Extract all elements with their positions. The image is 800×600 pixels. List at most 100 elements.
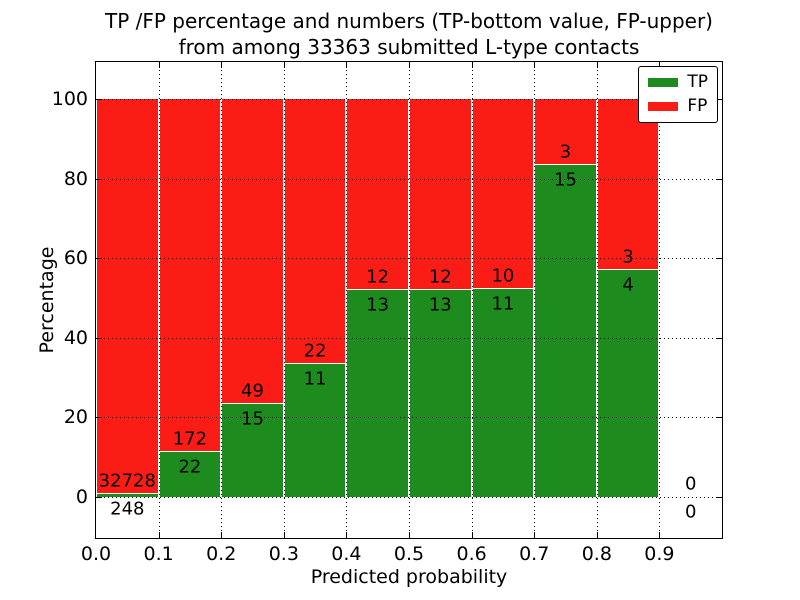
x-tick-top (409, 62, 410, 68)
x-tick-label: 0.2 (206, 543, 237, 565)
fp-count-label-7: 3 (559, 141, 572, 163)
bar-segment-tp-5 (410, 290, 471, 497)
fp-count-label-8: 3 (622, 246, 634, 268)
x-tick-bottom (283, 532, 285, 538)
bar-segment-tp-2 (222, 403, 283, 497)
y-gridline (96, 258, 722, 260)
tp-count-label-4: 13 (366, 294, 390, 316)
chart-title-line1: TP /FP percentage and numbers (TP-bottom… (105, 9, 713, 33)
x-tick-top (158, 62, 160, 68)
x-tick-label: 0.4 (331, 543, 362, 565)
y-tick-right (716, 497, 722, 498)
x-gridline (659, 62, 661, 538)
tp-count-label-8: 4 (622, 274, 634, 296)
y-tick-left (96, 99, 102, 100)
fp-count-label-5: 12 (428, 266, 452, 288)
y-gridline (96, 99, 722, 100)
bar-segment-fp-8 (597, 99, 659, 270)
y-tick-right (716, 417, 722, 419)
bar-segment-tp-8 (597, 269, 659, 497)
x-tick-bottom (346, 532, 348, 538)
chart-title: TP /FP percentage and numbers (TP-bottom… (96, 8, 722, 60)
bar-segment-fp-4 (347, 99, 408, 291)
y-tick-label: 60 (63, 247, 88, 270)
x-gridline (534, 62, 536, 538)
fp-count-label-9: 0 (684, 473, 697, 495)
x-tick-bottom (158, 532, 160, 538)
y-tick-left (96, 178, 102, 180)
x-tick-bottom (471, 532, 473, 538)
y-tick-right (716, 258, 722, 260)
x-gridline (471, 62, 473, 538)
tp-count-label-2: 15 (241, 408, 264, 430)
x-tick-bottom (221, 532, 223, 538)
tp-legend-swatch (648, 78, 679, 87)
fp-count-label-1: 172 (172, 428, 208, 450)
bar-segment-fp-5 (410, 99, 471, 291)
legend-item-tp: TP (648, 74, 708, 91)
bar-segment-tp-1 (159, 451, 221, 497)
y-gridline (96, 497, 722, 498)
y-gridline (96, 417, 722, 419)
fp-legend-swatch (648, 102, 679, 111)
tp-count-label-5: 13 (428, 294, 452, 316)
x-tick-top (346, 62, 348, 68)
x-tick-label: 0.9 (644, 543, 675, 565)
bar-segment-tp-6 (472, 288, 534, 497)
bar-segment-fp-2 (222, 99, 283, 404)
tp-count-label-7: 15 (554, 169, 577, 191)
tp-count-label-6: 11 (491, 293, 515, 315)
fp-legend-label: FP (687, 96, 708, 116)
bar-segment-fp-7 (535, 99, 596, 166)
y-tick-left (96, 417, 102, 419)
fp-count-label-6: 10 (491, 265, 515, 287)
bar-segment-fp-0 (97, 99, 158, 494)
legend-item-fp: FP (648, 98, 708, 115)
bar-segment-tp-7 (535, 165, 596, 497)
y-tick-label: 20 (63, 406, 88, 429)
y-gridline (96, 337, 722, 339)
x-tick-bottom (534, 532, 536, 538)
x-tick-label: 0.7 (519, 543, 550, 565)
y-tick-left (96, 258, 102, 260)
tp-count-label-0: 248 (110, 498, 145, 520)
plot-area: TP FP 32728 248 172 22 49 15 22 11 12 13 12 13 10 11 3… (95, 61, 723, 539)
tp-count-label-3: 11 (303, 368, 327, 390)
x-tick-top (471, 62, 473, 68)
y-tick-left (96, 497, 102, 498)
y-tick-label: 100 (51, 88, 88, 110)
x-gridline (346, 62, 348, 538)
x-tick-top (283, 62, 285, 68)
x-tick-top (221, 62, 223, 68)
x-gridline (221, 62, 223, 538)
tp-count-label-9: 0 (684, 501, 697, 523)
x-tick-label: 0.5 (393, 543, 425, 565)
fp-count-label-3: 22 (303, 340, 327, 362)
x-tick-top (659, 62, 661, 68)
bar-segment-fp-3 (284, 99, 346, 365)
x-tick-bottom (659, 532, 661, 538)
y-tick-left (96, 337, 102, 339)
x-gridline (283, 62, 285, 538)
y-tick-right (716, 178, 722, 180)
bar-segment-tp-4 (347, 290, 408, 497)
x-tick-bottom (409, 532, 410, 538)
bar-segment-fp-6 (472, 99, 534, 289)
x-tick-label: 0.6 (456, 543, 487, 565)
x-axis-label: Predicted probability (310, 566, 508, 588)
y-tick-label: 80 (63, 167, 88, 190)
y-tick-label: 40 (63, 326, 88, 349)
x-tick-label: 0.0 (80, 543, 112, 565)
y-tick-right (716, 337, 722, 339)
bar-segment-fp-1 (159, 99, 221, 452)
bar-segment-tp-3 (284, 364, 346, 497)
y-tick-label: 0 (75, 486, 88, 508)
x-gridline (158, 62, 160, 538)
x-gridline (596, 62, 598, 538)
x-tick-label: 0.8 (581, 543, 612, 565)
legend: TP FP (638, 66, 718, 123)
fp-count-label-0: 32728 (98, 470, 156, 492)
chart-title-line2: from among 33363 submitted L-type contac… (178, 35, 640, 59)
tp-legend-label: TP (687, 72, 708, 92)
